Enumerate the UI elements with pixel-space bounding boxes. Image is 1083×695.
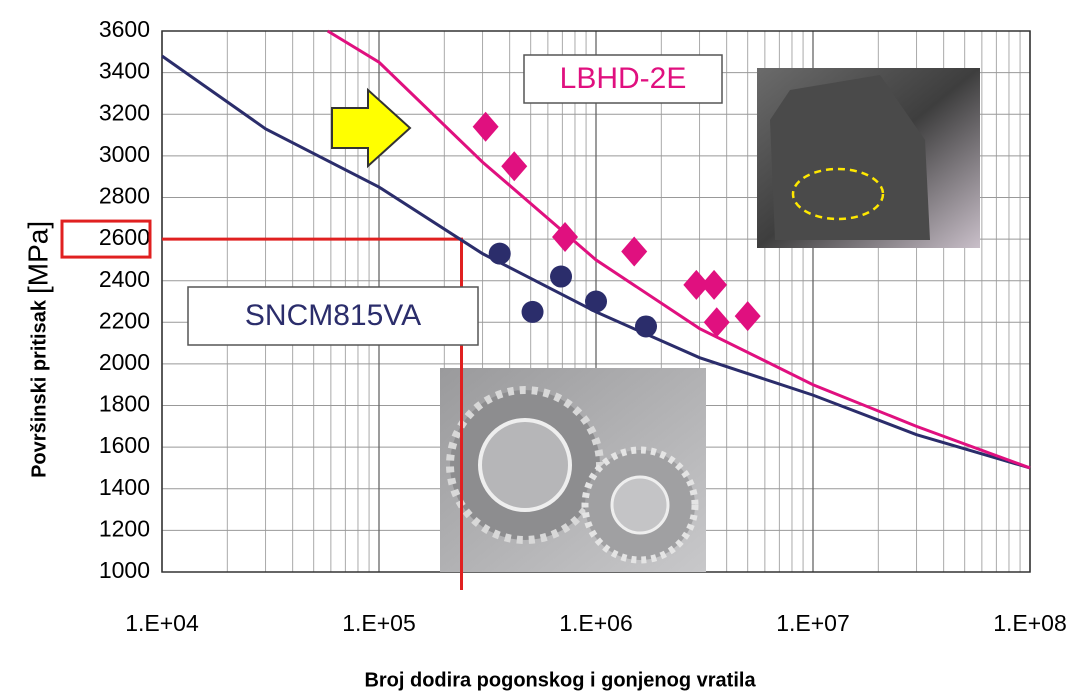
y-tick-label: 2000 <box>99 349 150 375</box>
y-tick-label: 1000 <box>99 557 150 583</box>
reference-highlight <box>60 219 152 259</box>
arrow <box>331 87 412 169</box>
y-axis-label: Površinski pritisak <box>28 299 50 478</box>
y-tick-label: 1800 <box>99 391 150 417</box>
photo-part <box>770 75 930 240</box>
point <box>683 269 710 300</box>
y-tick-label: 1400 <box>99 474 150 500</box>
point <box>734 301 761 332</box>
y-tick-label: 3000 <box>99 141 150 167</box>
y-tick-label: 3600 <box>99 16 150 42</box>
y-tick-label: 2400 <box>99 266 150 292</box>
x-tick-label: 1.E+06 <box>559 610 633 636</box>
y-tick-label: 3400 <box>99 58 150 84</box>
y-tick-label: 3200 <box>99 99 150 125</box>
y-tick-label: 2600 <box>99 224 150 250</box>
point <box>552 221 579 252</box>
point <box>472 111 499 142</box>
y-axis-title: Površinski pritisak [MPa] <box>22 221 53 478</box>
y-axis-unit: [MPa] <box>22 221 53 294</box>
point <box>501 151 528 182</box>
point <box>701 269 728 300</box>
legend-box <box>523 54 723 104</box>
x-axis-label: Broj dodira pogonskog i gonjenog vratila <box>364 669 756 691</box>
point <box>703 307 730 338</box>
legend-label: LBHD-2E <box>560 62 687 95</box>
y-tick-label: 2800 <box>99 183 150 209</box>
photo-marker <box>791 167 885 221</box>
x-tick-label: 1.E+07 <box>776 610 850 636</box>
point <box>550 265 573 288</box>
point <box>585 290 607 313</box>
point <box>488 242 511 265</box>
photo-gear <box>610 475 670 535</box>
x-tick-label: 1.E+04 <box>125 610 199 636</box>
y-tick-label: 1600 <box>99 432 150 458</box>
x-tick-label: 1.E+05 <box>342 610 416 636</box>
legend-label: SNCM815VA <box>245 299 421 332</box>
y-tick-label: 1200 <box>99 515 150 541</box>
point <box>521 300 544 323</box>
point <box>621 236 648 267</box>
fit-curve <box>326 29 1031 470</box>
photo-gear <box>478 418 572 512</box>
legend-box <box>187 286 479 346</box>
y-tick-label: 2200 <box>99 307 150 333</box>
x-tick-label: 1.E+08 <box>993 610 1067 636</box>
point <box>635 315 658 338</box>
